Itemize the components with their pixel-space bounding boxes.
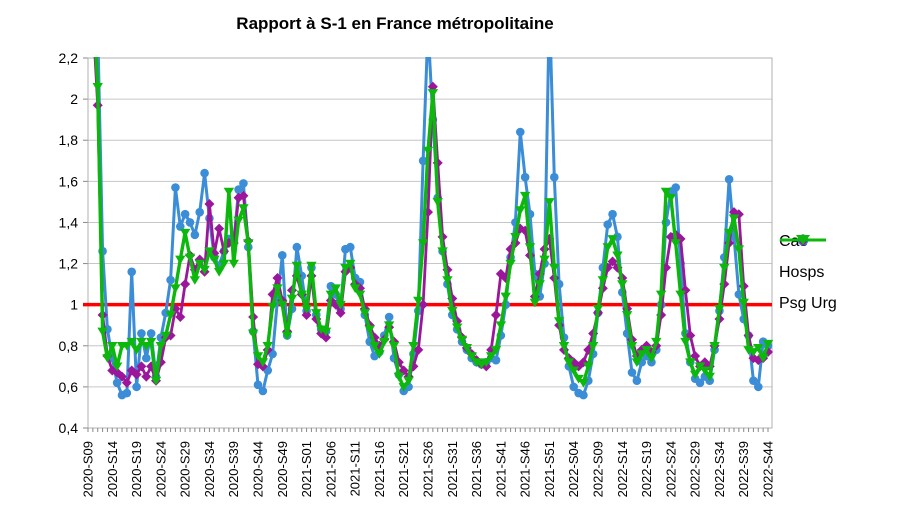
x-axis-ticks [87, 428, 769, 432]
x-tick-label: 2021-S31 [445, 441, 460, 497]
x-tick-label: 2021-S26 [421, 441, 436, 497]
x-tick-label: 2020-S19 [129, 441, 144, 497]
x-tick-label: 2021-S21 [396, 441, 411, 497]
legend-label-psgurg: Psg Urg [779, 295, 837, 312]
legend-item-hosps: Hosps [779, 234, 837, 282]
x-tick-label: 2022-S19 [639, 441, 654, 497]
series-psg-urg [92, 57, 773, 392]
x-tick-label: 2020-S14 [105, 441, 120, 497]
x-tick-label: 2020-S24 [153, 441, 168, 497]
y-tick-label: 1,2 [59, 256, 79, 272]
x-tick-label: 2022-S14 [615, 441, 630, 497]
x-tick-label: 2020-S09 [81, 441, 96, 497]
x-tick-label: 2022-S39 [736, 441, 751, 497]
x-tick-label: 2020-S34 [202, 441, 217, 497]
x-tick-label: 2022-S34 [712, 441, 727, 497]
x-tick-label: 2021-S51 [542, 441, 557, 497]
chart-title: Rapport à S-1 en France métropolitaine [236, 14, 554, 33]
x-tick-label: 2020-S29 [178, 441, 193, 497]
x-tick-label: 2021-S41 [493, 441, 508, 497]
x-tick-label: 2022-S09 [591, 441, 606, 497]
x-tick-label: 2022-S24 [663, 441, 678, 497]
y-tick-label: 0,8 [59, 338, 79, 354]
legend-label-hosps: Hosps [779, 264, 825, 281]
psg-urg-line-marker-icon [780, 235, 826, 245]
x-tick-label: 2021-S11 [348, 441, 363, 496]
y-tick-label: 1,6 [59, 173, 79, 189]
x-tick-label: 2021-S46 [518, 441, 533, 497]
legend: Cas Hosps Psg Urg [779, 233, 837, 313]
y-tick-label: 2,2 [59, 50, 79, 66]
x-axis-labels: 2020-S09 2020-S14 2020-S19 2020-S24 2020-S29… [81, 441, 776, 497]
x-tick-label: 2021-S36 [469, 441, 484, 497]
y-tick-label: 2 [70, 91, 78, 107]
y-tick-label: 1,8 [59, 132, 79, 148]
x-tick-label: 2020-S39 [226, 441, 241, 497]
y-axis-labels: 0,4 0,6 0,8 1 1,2 1,4 1,6 1,8 2 2,2 [59, 50, 79, 436]
x-tick-label: 2022-S44 [761, 441, 776, 497]
x-tick-label: 2021-S06 [323, 441, 338, 497]
x-tick-label: 2021-S01 [299, 441, 314, 497]
y-tick-label: 0,6 [59, 379, 79, 395]
x-tick-label: 2021-S16 [372, 441, 387, 497]
x-tick-label: 2020-S49 [275, 441, 290, 497]
y-tick-label: 0,4 [59, 420, 79, 436]
x-tick-label: 2020-S44 [251, 441, 266, 497]
legend-item-psgurg: Psg Urg [779, 235, 837, 313]
x-tick-label: 2022-S04 [566, 441, 581, 497]
y-tick-label: 1 [70, 297, 78, 313]
y-tick-label: 1,4 [59, 214, 79, 230]
x-tick-label: 2022-S29 [688, 441, 703, 497]
